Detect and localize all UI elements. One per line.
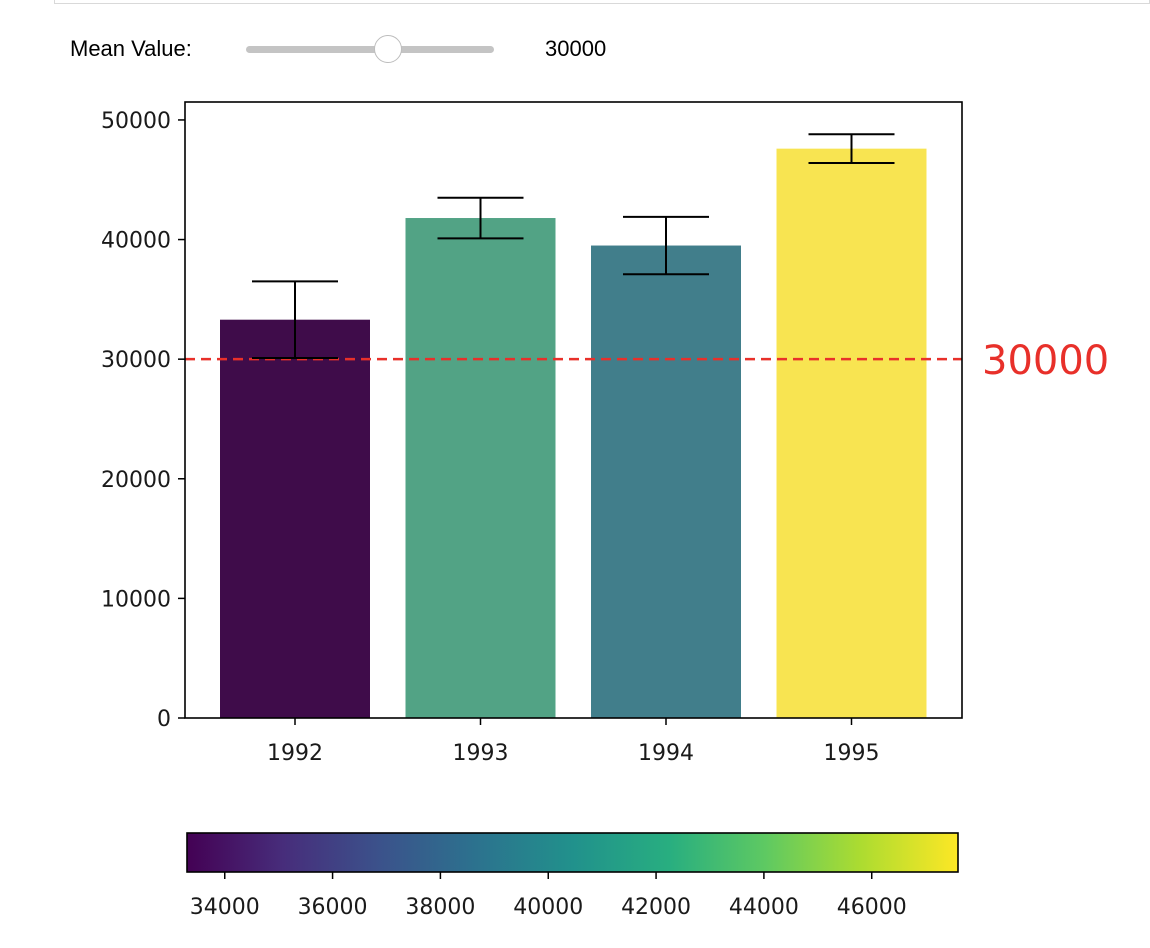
colorbar-tick-label-44000: 44000 — [729, 895, 799, 920]
bar-1995 — [776, 148, 927, 718]
bar-1993 — [405, 218, 556, 718]
mean-value-widget: Mean Value: 30000 — [70, 28, 770, 68]
mean-value-label: Mean Value: — [70, 36, 192, 61]
slider-track[interactable] — [246, 46, 494, 53]
mean-value-slider[interactable] — [246, 35, 494, 63]
colorbar-frame — [186, 832, 959, 873]
y-tick-label-50000: 50000 — [101, 109, 171, 134]
x-tick-label-1995: 1995 — [824, 741, 880, 766]
y-tick-label-20000: 20000 — [101, 468, 171, 493]
colorbar-tick-label-36000: 36000 — [298, 895, 368, 920]
reference-line-label: 30000 — [982, 338, 1109, 384]
slider-thumb[interactable] — [373, 35, 402, 63]
colorbar-tick-label-46000: 46000 — [837, 895, 907, 920]
colorbar-gradient — [187, 833, 958, 872]
colorbar-tick-label-42000: 42000 — [621, 895, 691, 920]
plot-frame — [184, 101, 963, 719]
bar-1994 — [591, 245, 741, 718]
bar-1992 — [220, 319, 370, 718]
x-tick-label-1993: 1993 — [453, 741, 509, 766]
mean-value-readout: 30000 — [545, 36, 607, 61]
x-tick-label-1994: 1994 — [638, 741, 694, 766]
y-tick-label-0: 0 — [157, 707, 171, 732]
colorbar-tick-label-40000: 40000 — [513, 895, 583, 920]
colorbar-tick-label-34000: 34000 — [190, 895, 260, 920]
y-tick-label-40000: 40000 — [101, 229, 171, 254]
y-tick-label-10000: 10000 — [101, 587, 171, 612]
x-tick-label-1992: 1992 — [267, 741, 323, 766]
y-tick-label-30000: 30000 — [101, 348, 171, 373]
colorbar-tick-label-38000: 38000 — [405, 895, 475, 920]
